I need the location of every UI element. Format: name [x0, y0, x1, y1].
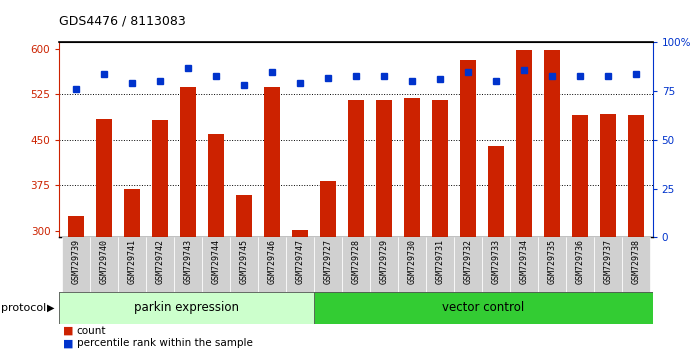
Text: GSM729734: GSM729734	[519, 239, 528, 284]
Text: GSM729732: GSM729732	[463, 239, 473, 284]
Bar	[594, 237, 622, 292]
Bar	[426, 237, 454, 292]
Bar	[68, 216, 84, 354]
Text: GSM729737: GSM729737	[603, 239, 612, 284]
Bar	[600, 114, 616, 354]
Text: GSM729728: GSM729728	[352, 239, 360, 284]
Bar	[370, 237, 398, 292]
Bar	[404, 98, 419, 354]
Text: ■: ■	[63, 338, 73, 348]
Bar	[398, 237, 426, 292]
Text: GSM729744: GSM729744	[211, 239, 221, 284]
Bar	[62, 237, 90, 292]
Text: count: count	[77, 326, 106, 336]
Bar	[572, 115, 588, 354]
Text: GSM729735: GSM729735	[547, 239, 556, 284]
Text: ■: ■	[63, 326, 73, 336]
Bar	[96, 119, 112, 354]
Text: GSM729733: GSM729733	[491, 239, 500, 284]
Bar	[460, 59, 475, 354]
Bar	[482, 237, 510, 292]
Text: GSM729738: GSM729738	[631, 239, 640, 284]
Text: GDS4476 / 8113083: GDS4476 / 8113083	[59, 14, 186, 27]
Bar	[544, 50, 560, 354]
Bar	[342, 237, 370, 292]
Bar	[348, 100, 364, 354]
Bar	[124, 188, 140, 354]
Text: GSM729742: GSM729742	[156, 239, 165, 284]
Text: vector control: vector control	[442, 302, 524, 314]
Bar	[202, 237, 230, 292]
Text: GSM729747: GSM729747	[295, 239, 304, 284]
Text: GSM729729: GSM729729	[380, 239, 389, 284]
Bar	[454, 237, 482, 292]
Bar	[538, 237, 566, 292]
Text: GSM729727: GSM729727	[323, 239, 332, 284]
Bar	[510, 237, 538, 292]
Bar	[320, 181, 336, 354]
Text: GSM729741: GSM729741	[128, 239, 137, 284]
Text: ▶: ▶	[47, 303, 54, 313]
Bar	[265, 87, 280, 354]
Bar	[230, 237, 258, 292]
Bar	[180, 87, 195, 354]
Bar	[90, 237, 118, 292]
Text: percentile rank within the sample: percentile rank within the sample	[77, 338, 253, 348]
Text: GSM729746: GSM729746	[267, 239, 276, 284]
Bar	[628, 115, 644, 354]
Bar	[432, 100, 447, 354]
Text: GSM729745: GSM729745	[239, 239, 248, 284]
Bar	[258, 237, 286, 292]
Bar	[622, 237, 650, 292]
Text: GSM729739: GSM729739	[72, 239, 81, 284]
Text: GSM729740: GSM729740	[100, 239, 109, 284]
Bar	[286, 237, 314, 292]
Text: GSM729736: GSM729736	[575, 239, 584, 284]
Bar	[314, 237, 342, 292]
Bar	[174, 237, 202, 292]
Bar	[152, 120, 168, 354]
Bar	[59, 292, 313, 324]
Bar	[237, 195, 252, 354]
Bar	[566, 237, 594, 292]
Bar	[313, 292, 653, 324]
Text: GSM729731: GSM729731	[436, 239, 445, 284]
Bar	[118, 237, 146, 292]
Bar	[146, 237, 174, 292]
Bar	[488, 146, 503, 354]
Bar	[209, 134, 224, 354]
Text: GSM729730: GSM729730	[408, 239, 417, 284]
Bar	[517, 50, 532, 354]
Text: protocol: protocol	[1, 303, 47, 313]
Text: GSM729743: GSM729743	[184, 239, 193, 284]
Text: parkin expression: parkin expression	[134, 302, 239, 314]
Bar	[376, 100, 392, 354]
Bar	[292, 230, 308, 354]
